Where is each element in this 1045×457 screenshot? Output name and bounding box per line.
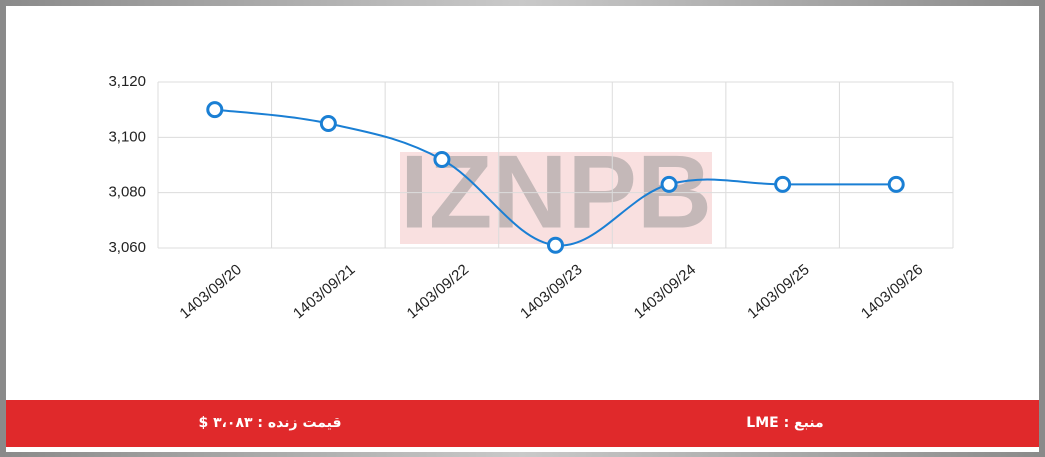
source: منبع : LME bbox=[746, 415, 823, 431]
y-tick-label: 3,120 bbox=[108, 73, 146, 90]
point bbox=[547, 236, 564, 254]
point bbox=[433, 150, 451, 168]
point bbox=[206, 101, 224, 119]
y-tick-label: 3,060 bbox=[108, 239, 146, 256]
live-price: قیمت زنده : ۳،۰۸۳ $ bbox=[198, 415, 341, 431]
watermark-bg bbox=[400, 152, 712, 244]
point bbox=[660, 175, 678, 193]
y-tick-label: 3,080 bbox=[108, 184, 146, 201]
footer-bar bbox=[6, 400, 1039, 447]
point bbox=[774, 175, 792, 193]
point bbox=[319, 115, 337, 132]
point bbox=[887, 175, 905, 193]
y-tick-label: 3,100 bbox=[108, 128, 146, 145]
